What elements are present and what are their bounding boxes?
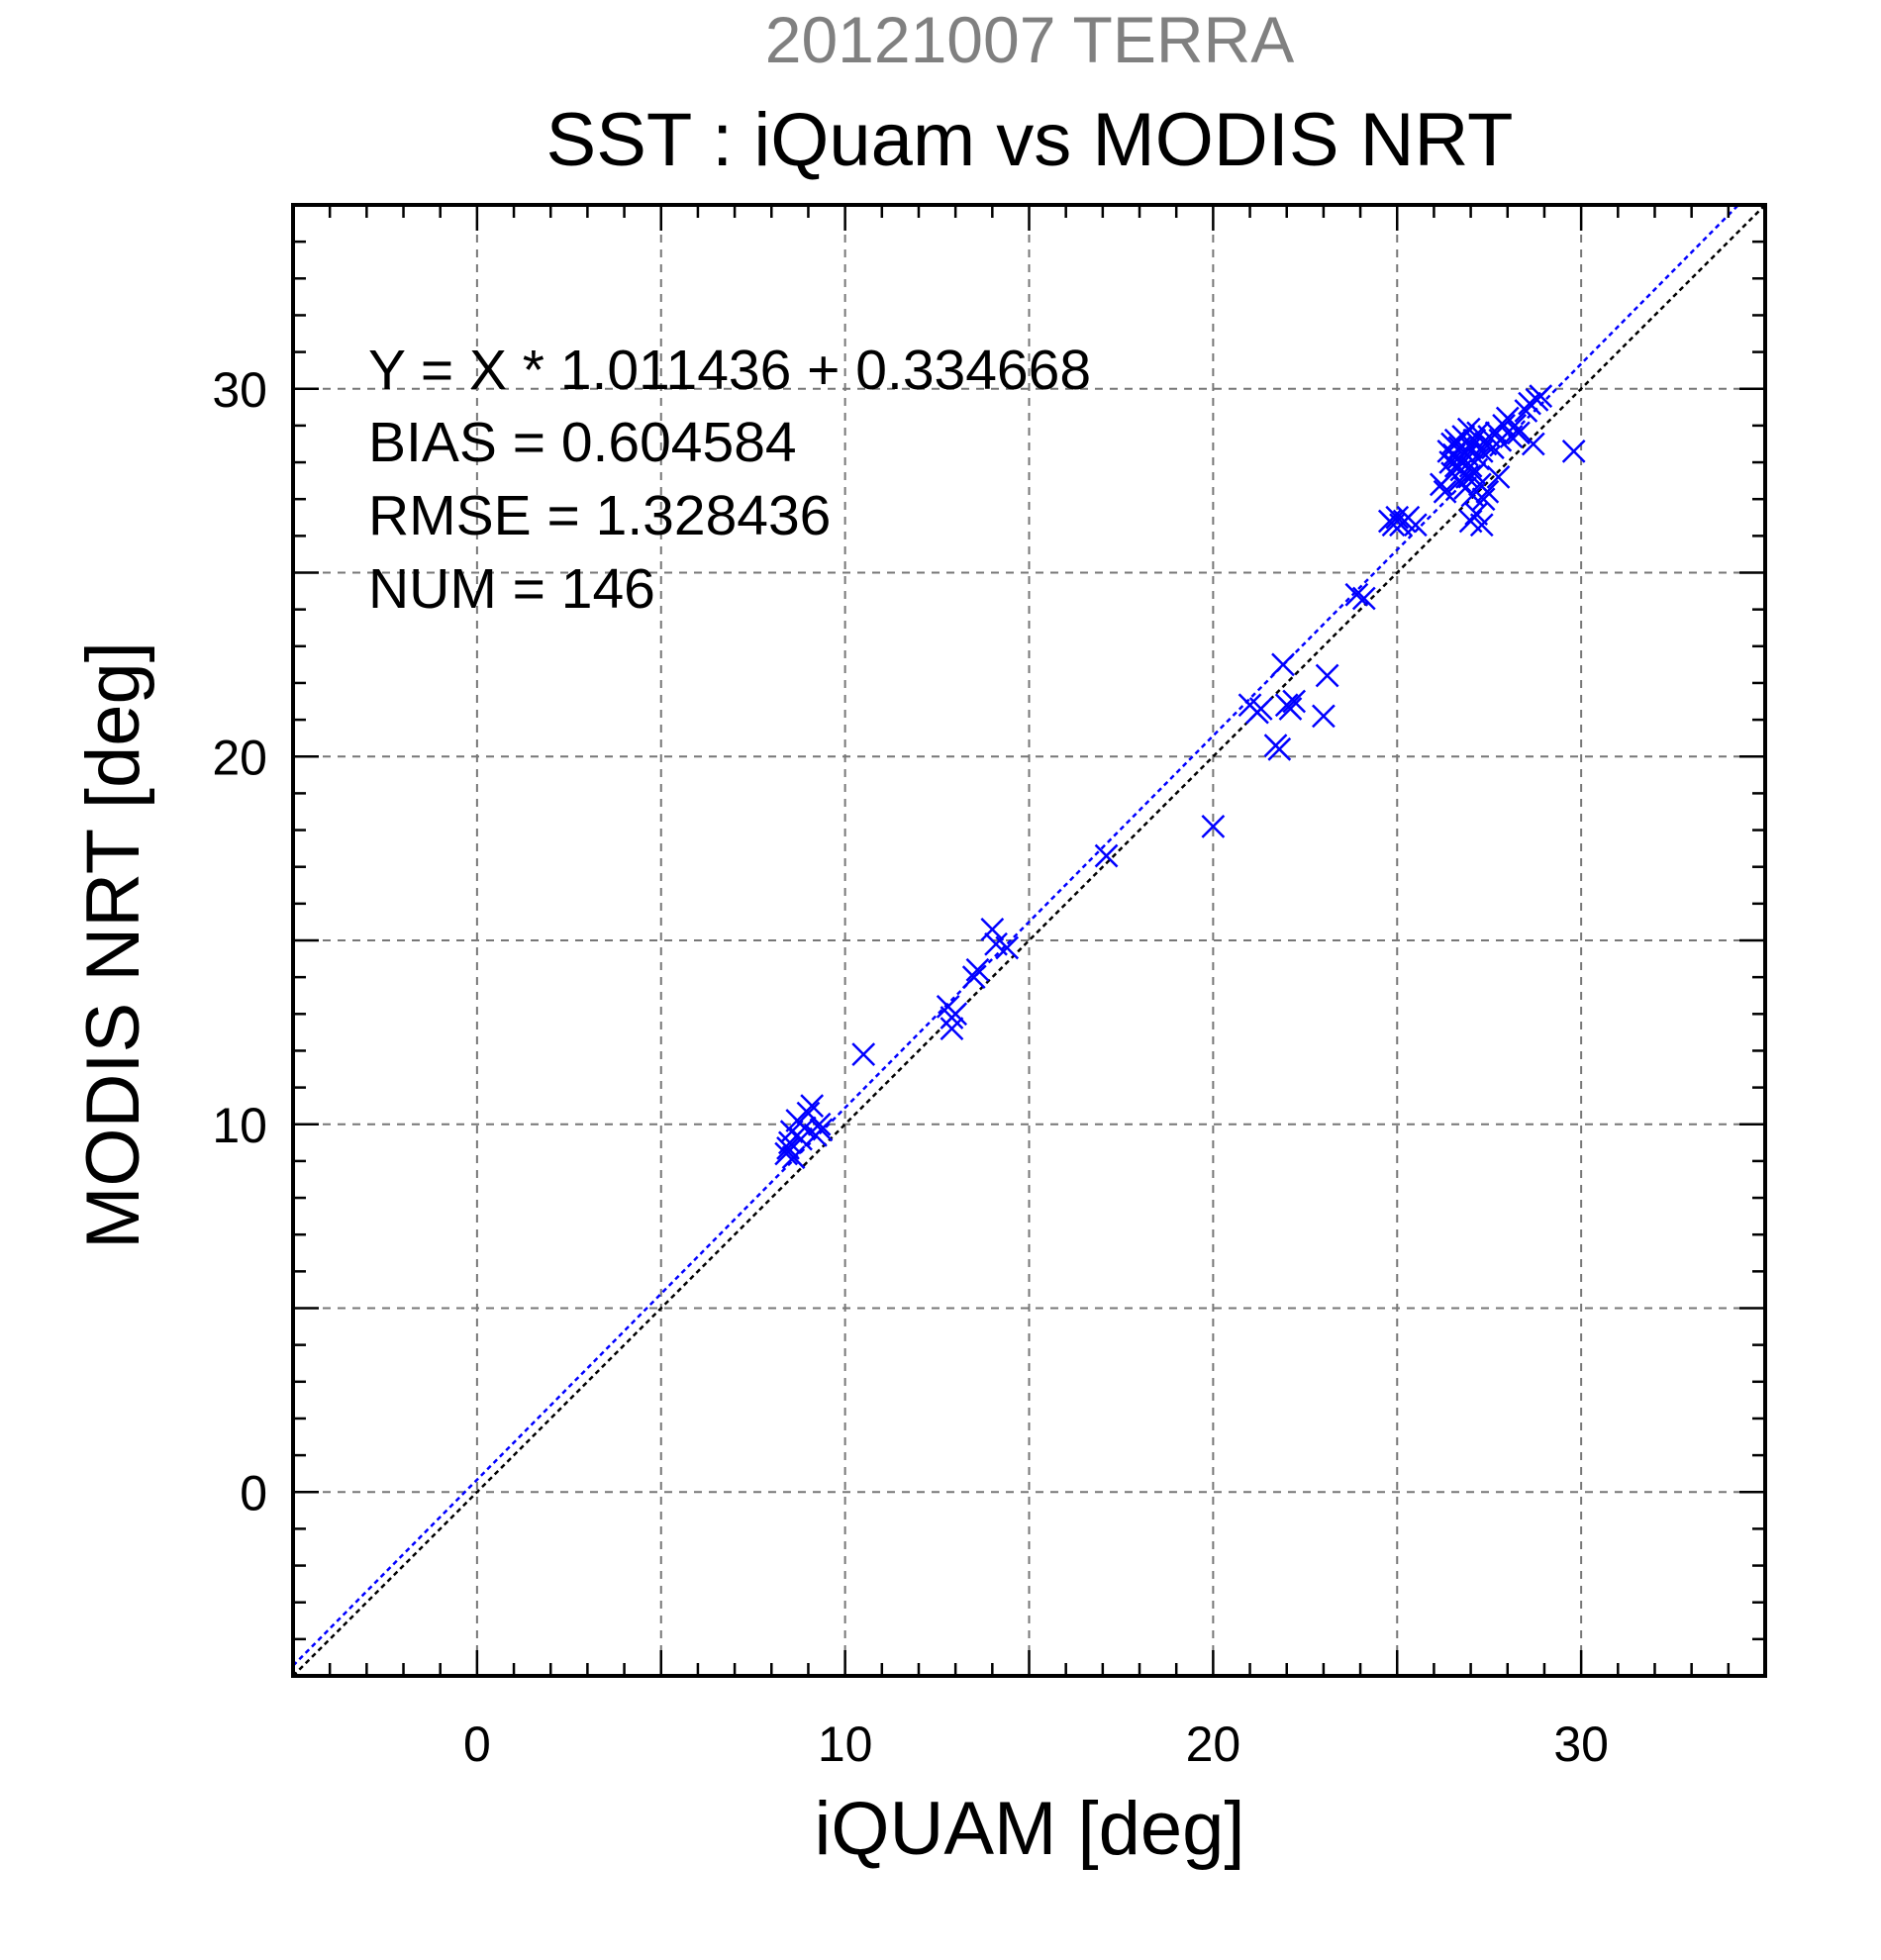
data-point — [1344, 582, 1369, 607]
data-point — [1094, 843, 1119, 868]
annotation-num: NUM = 146 — [368, 557, 655, 621]
data-point — [1469, 513, 1494, 538]
data-point — [1351, 586, 1376, 611]
data-point — [1507, 421, 1531, 445]
y-axis-label: MODIS NRT [deg] — [71, 641, 155, 1249]
data-point — [1492, 414, 1516, 438]
data-point — [980, 917, 1005, 941]
data-point — [1315, 663, 1339, 688]
y-tick-label: 30 — [212, 362, 267, 418]
data-point — [965, 957, 990, 982]
data-point — [1518, 391, 1541, 416]
data-point — [779, 1120, 804, 1144]
y-tick-label: 0 — [240, 1465, 267, 1520]
data-point — [1486, 465, 1511, 489]
x-tick-label: 20 — [1186, 1716, 1241, 1772]
data-point — [809, 1118, 834, 1142]
data-point — [1521, 432, 1545, 456]
chart-title: 20121007 TERRA — [765, 3, 1294, 76]
x-tick-label: 0 — [463, 1716, 491, 1772]
data-point — [1282, 689, 1307, 714]
chart-subtitle: SST : iQuam vs MODIS NRT — [546, 98, 1514, 182]
data-point — [1503, 414, 1528, 438]
x-axis-label: iQUAM [deg] — [814, 1787, 1244, 1871]
regression-fit-line — [292, 204, 1739, 1667]
data-point — [1471, 487, 1496, 512]
tick-labels: 0 10 20 30 0 10 20 30 — [212, 362, 1609, 1772]
data-points — [774, 384, 1586, 1170]
data-point — [995, 935, 1020, 960]
y-tick-label: 10 — [212, 1098, 267, 1153]
x-tick-label: 10 — [818, 1716, 873, 1772]
data-point — [1385, 505, 1410, 530]
data-point — [1312, 704, 1336, 729]
data-point — [800, 1094, 825, 1119]
annotation-fit-equation: Y = X * 1.011436 + 0.334668 — [368, 339, 1091, 402]
data-point — [781, 1145, 806, 1170]
data-point — [961, 965, 986, 990]
plot-frame — [291, 203, 1767, 1678]
x-tick-label: 30 — [1553, 1716, 1609, 1772]
grid-lines — [293, 205, 1765, 1676]
data-point — [1475, 479, 1500, 504]
data-point — [851, 1042, 876, 1067]
data-point — [1464, 502, 1489, 526]
data-point — [807, 1112, 832, 1136]
data-point — [1403, 513, 1428, 538]
statistics-annotation: Y = X * 1.011436 + 0.334668 BIAS = 0.604… — [368, 339, 1091, 621]
data-point — [1443, 428, 1468, 452]
data-point — [1201, 814, 1226, 838]
data-point — [1271, 652, 1295, 677]
data-point — [1561, 440, 1586, 463]
data-point — [1248, 697, 1273, 721]
data-point — [1529, 384, 1553, 409]
annotation-bias: BIAS = 0.604584 — [368, 411, 797, 474]
data-point — [1466, 446, 1490, 471]
data-point — [1267, 736, 1292, 761]
annotation-rmse: RMSE = 1.328436 — [368, 484, 831, 547]
data-point — [1278, 697, 1303, 721]
data-point — [943, 1002, 968, 1027]
data-point — [940, 1017, 964, 1041]
data-point — [1433, 479, 1457, 504]
data-point — [1462, 461, 1487, 486]
y-tick-label: 20 — [212, 730, 267, 785]
reference-lines — [292, 204, 1766, 1677]
